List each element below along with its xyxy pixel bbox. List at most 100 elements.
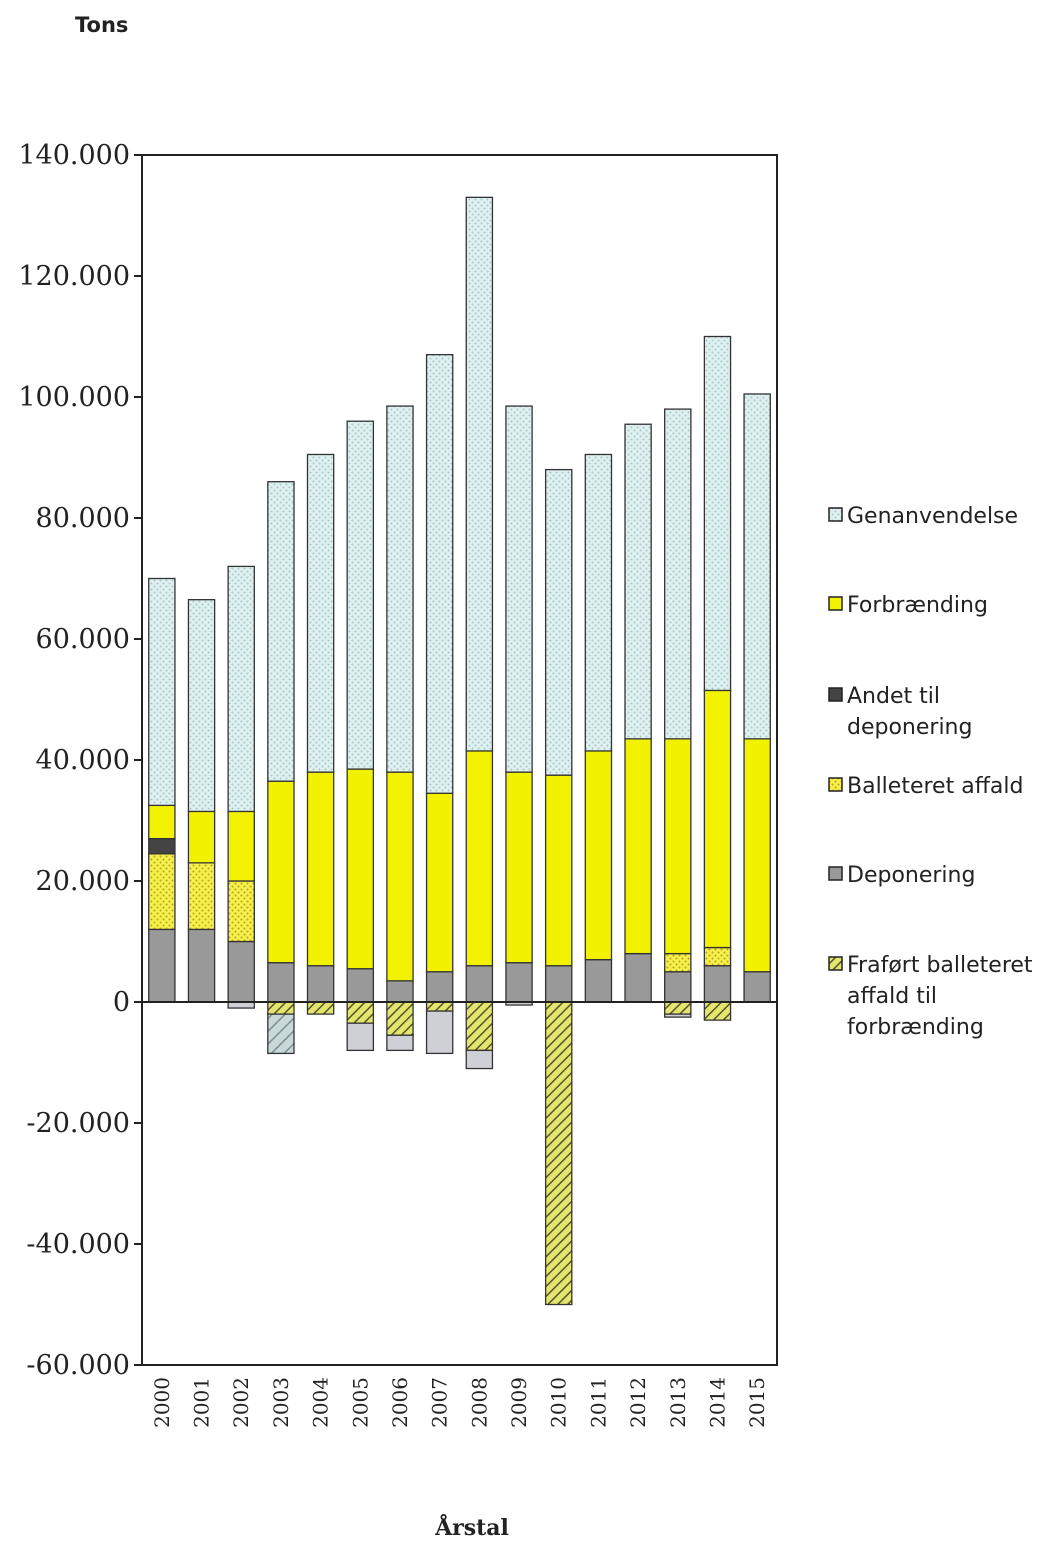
bar-segment-genanvendelse-2013 [664,408,692,740]
bar-segment-balleteret-affald-2002 [227,880,255,943]
legend-swatch [828,596,843,611]
x-tick-label-2005: 2005 [348,1377,372,1428]
bar-segment-balleteret-affald-2001 [187,862,216,931]
bar-segment-genanvendelse-2007 [425,353,454,794]
x-axis: 2000 2001 2002 2003 2004 2005 2006 2007 2008 2009… [150,1377,769,1428]
bar-segment-genanvendelse-2011 [584,453,613,752]
bar-segment-balleteret-affald-2000 [148,853,176,931]
bar-segment-deponering-2002 [227,940,255,1003]
bar-segment-deponering-2001 [187,928,216,1003]
bar-segment-series-6-2013 [664,1013,692,1018]
y-tick-label: 60.000 [36,624,130,655]
y-tick-label: 40.000 [36,745,130,776]
bar-segment-forbraending-2002 [227,810,255,882]
bar-segment-forbraending-2010 [544,774,573,967]
bar-segment-forbraending-2001 [187,810,216,864]
bar-segment-forbraending-2015 [743,738,771,973]
bar-segment-series-7-2003 [267,1013,295,1055]
x-tick-label-2002: 2002 [229,1377,253,1428]
x-tick-label-2014: 2014 [705,1377,729,1428]
bar-segment-genanvendelse-2001 [187,599,216,813]
bar-segment-frafoert-balleteret-affald-til-forbraending-2004 [306,1001,335,1015]
y-axis: -60.000 -40.000 -20.000 0 20.000 40.000 60.000… [18,140,142,1381]
y-tick-label: -20.000 [26,1108,130,1139]
bar-segment-frafoert-balleteret-affald-til-forbraending-2014 [703,1001,732,1021]
bar-segment-forbraending-2011 [584,750,613,961]
legend-item-andet-til-deponering: Andet til deponering [828,684,972,740]
y-tick-label: 140.000 [18,140,130,171]
bar-segment-genanvendelse-2014 [703,335,732,692]
x-tick-label-2001: 2001 [190,1377,214,1428]
bar-segment-balleteret-affald-2014 [703,946,732,967]
bar-segment-genanvendelse-2002 [227,565,255,813]
bar-segment-genanvendelse-2000 [148,577,176,807]
x-tick-label-2000: 2000 [150,1377,174,1428]
x-tick-label-2003: 2003 [269,1377,293,1428]
bar-segment-forbraending-2004 [306,771,335,967]
bar-segment-balleteret-affald-2013 [664,952,692,973]
bar-segment-deponering-2015 [743,971,771,1003]
legend-item-genanvendelse: Genanvendelse [828,504,1018,529]
bar-segment-andet-til-deponering-2000 [148,838,176,855]
legend-swatch [828,507,843,522]
bar-segment-forbraending-2012 [624,738,652,955]
legend-item-frafoert-balleteret-affald-til-forbraending: Fraført balleteret affald til forbrænding [828,953,1033,1040]
bar-segment-genanvendelse-2005 [346,420,375,770]
x-tick-label-2006: 2006 [388,1377,412,1428]
x-axis-label: Årstal [434,1514,509,1541]
bar-segment-deponering-2003 [267,962,295,1003]
bar-segment-genanvendelse-2008 [465,196,494,752]
bar-segment-series-6-2006 [386,1034,414,1052]
bar-segment-deponering-2008 [465,965,494,1003]
bar-segment-frafoert-balleteret-affald-til-forbraending-2003 [267,1001,295,1015]
y-tick-label: 20.000 [36,866,130,897]
x-tick-label-2004: 2004 [309,1377,333,1428]
legend: Genanvendelse Forbrænding Andet til deponer… [828,504,1033,1040]
bar-segment-frafoert-balleteret-affald-til-forbraending-2005 [346,1001,375,1024]
bar-segment-forbraending-2014 [703,689,732,949]
bar-segment-deponering-2005 [346,968,375,1003]
legend-label: Andet til deponering [847,684,972,740]
y-tick-label: -40.000 [26,1229,130,1260]
y-tick-label: -60.000 [26,1350,130,1381]
bar-segment-genanvendelse-2012 [624,423,652,740]
legend-item-balleteret-affald: Balleteret affald [828,774,1023,799]
bars [148,196,771,1306]
bar-segment-genanvendelse-2006 [386,405,414,773]
x-tick-label-2010: 2010 [547,1377,571,1428]
y-tick-label: 80.000 [36,503,130,534]
bar-segment-frafoert-balleteret-affald-til-forbraending-2010 [544,1001,573,1306]
bar-segment-genanvendelse-2004 [306,453,335,773]
x-tick-label-2012: 2012 [626,1377,650,1428]
x-tick-label-2011: 2011 [586,1377,610,1428]
x-tick-label-2009: 2009 [507,1377,531,1428]
legend-item-forbraending: Forbrænding [828,593,988,618]
bar-segment-frafoert-balleteret-affald-til-forbraending-2006 [386,1001,414,1036]
bar-segment-frafoert-balleteret-affald-til-forbraending-2007 [425,1001,454,1012]
legend-label: Balleteret affald [847,774,1023,799]
y-axis-label: Tons [75,13,128,37]
legend-label: Forbrænding [847,593,988,618]
bar-segment-forbraending-2000 [148,804,176,840]
bar-segment-forbraending-2006 [386,771,414,982]
bar-segment-forbraending-2009 [505,771,533,964]
bar-segment-forbraending-2003 [267,780,295,964]
legend-label: Deponering [847,863,975,888]
bar-segment-genanvendelse-2010 [544,468,573,776]
bar-segment-deponering-2012 [624,952,652,1003]
x-tick-label-2015: 2015 [745,1377,769,1428]
bar-segment-deponering-2006 [386,980,414,1003]
bar-segment-deponering-2004 [306,965,335,1003]
legend-swatch [828,956,843,971]
bar-segment-deponering-2010 [544,965,573,1003]
bar-segment-deponering-2000 [148,928,176,1003]
y-tick-label: 100.000 [18,382,130,413]
y-tick-label: 0 [113,987,130,1018]
legend-label: Genanvendelse [847,504,1018,529]
bar-segment-frafoert-balleteret-affald-til-forbraending-2013 [664,1001,692,1015]
legend-label: Fraført balleteret affald til forbrænding [847,953,1033,1040]
bar-segment-deponering-2014 [703,965,732,1003]
bar-segment-series-6-2007 [425,1010,454,1055]
bar-segment-series-6-2005 [346,1022,375,1052]
